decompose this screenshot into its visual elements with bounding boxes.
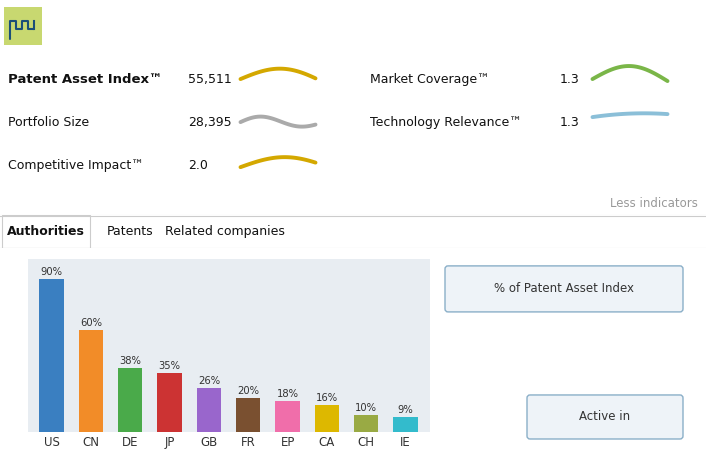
Text: 9%: 9% [397, 405, 414, 415]
Text: 60%: 60% [80, 318, 102, 328]
FancyBboxPatch shape [527, 395, 683, 439]
Text: Authorities: Authorities [7, 225, 85, 238]
Text: 1.3: 1.3 [560, 116, 580, 128]
Text: 16%: 16% [316, 393, 338, 403]
Bar [4, 7, 42, 45]
Text: Patent Asset Index™: Patent Asset Index™ [8, 73, 162, 85]
Bar [354, 415, 378, 432]
Text: GE: GE [52, 15, 85, 35]
Text: 18%: 18% [277, 390, 299, 400]
Bar [236, 398, 261, 432]
Text: 20%: 20% [237, 386, 259, 396]
Bar [40, 279, 64, 432]
Bar [393, 417, 418, 432]
Text: % of Patent Asset Index: % of Patent Asset Index [494, 282, 634, 296]
Text: Patents: Patents [107, 225, 153, 238]
Bar [275, 401, 300, 432]
Bar [79, 330, 103, 432]
Text: ☰: ☰ [608, 17, 622, 32]
Text: G: G [639, 17, 651, 32]
Text: 38%: 38% [119, 355, 141, 365]
Text: 35%: 35% [159, 360, 181, 370]
Text: 26%: 26% [198, 376, 220, 386]
Text: Portfolio Size: Portfolio Size [8, 116, 89, 128]
Bar [118, 368, 143, 432]
Text: Active in: Active in [580, 410, 630, 424]
Bar [197, 388, 221, 432]
Text: 1.3: 1.3 [560, 73, 580, 85]
Text: 10%: 10% [355, 403, 377, 413]
FancyBboxPatch shape [445, 266, 683, 312]
Text: 28,395: 28,395 [188, 116, 232, 128]
Bar [315, 405, 339, 432]
Text: Technology Relevance™: Technology Relevance™ [370, 116, 522, 128]
Text: Less indicators: Less indicators [610, 197, 698, 210]
Text: 90%: 90% [41, 267, 63, 277]
Text: Competitive Impact™: Competitive Impact™ [8, 158, 144, 172]
Bar [157, 373, 182, 432]
Text: Related companies: Related companies [165, 225, 285, 238]
Text: 55,511: 55,511 [188, 73, 232, 85]
Text: 2.0: 2.0 [188, 158, 208, 172]
Text: - GENERAL ELECTRIC CO: - GENERAL ELECTRIC CO [82, 18, 244, 31]
Text: Market Coverage™: Market Coverage™ [370, 73, 490, 85]
Text: ✕: ✕ [688, 17, 701, 32]
Bar [2, 215, 90, 248]
Text: □: □ [661, 17, 675, 32]
